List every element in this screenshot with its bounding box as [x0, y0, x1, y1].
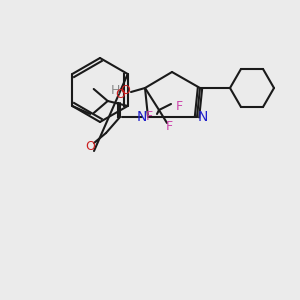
Text: O: O — [120, 85, 130, 98]
Text: F: F — [176, 100, 183, 112]
Text: F: F — [165, 119, 172, 133]
Text: N: N — [198, 110, 208, 124]
Text: N: N — [137, 110, 147, 124]
Text: H: H — [110, 85, 120, 98]
Text: O: O — [115, 88, 125, 101]
Text: O: O — [85, 140, 95, 154]
Text: F: F — [146, 110, 153, 122]
